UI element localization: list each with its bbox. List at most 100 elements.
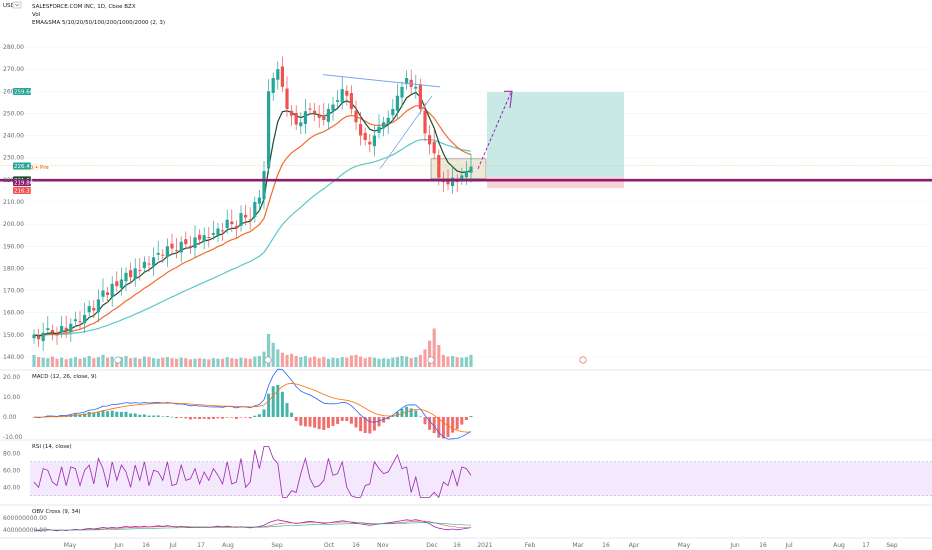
candle-body <box>50 329 54 333</box>
time-tick-label: 2021 <box>477 542 492 549</box>
macd-histogram-bar <box>363 417 367 433</box>
volume-bar <box>280 352 284 367</box>
volume-bar <box>437 345 441 367</box>
volume-bar <box>211 358 215 367</box>
macd-histogram-bar <box>418 416 422 418</box>
volume-bar <box>230 358 234 367</box>
macd-histogram-bar <box>460 417 464 425</box>
macd-histogram-bar <box>87 412 91 417</box>
resistance-trendline[interactable] <box>322 74 441 88</box>
candle-body <box>359 124 363 136</box>
time-tick-label: Jul <box>168 542 177 549</box>
time-tick-label: Jun <box>729 542 740 549</box>
macd-histogram-bar <box>184 417 188 419</box>
volume-bar <box>55 358 59 367</box>
volume-bar <box>368 357 372 367</box>
macd-histogram-bar <box>386 417 390 420</box>
candle-body <box>409 79 413 87</box>
volume-bar <box>248 358 252 367</box>
macd-histogram-bar <box>271 386 275 417</box>
volume-bar <box>317 358 321 367</box>
projection-arrow[interactable] <box>477 92 512 169</box>
candle-body <box>202 235 206 242</box>
candle-body <box>418 84 422 109</box>
macd-histogram-bar <box>78 414 82 417</box>
macd-tick-label: -10.00 <box>3 434 23 441</box>
candle-body <box>257 197 261 204</box>
time-tick-label: Jul <box>784 542 793 549</box>
candle-body <box>46 328 50 330</box>
price-tag-label: 219.86 <box>14 181 34 187</box>
volume-bar <box>455 357 459 367</box>
volume-bar <box>165 357 169 367</box>
candle-body <box>372 135 376 147</box>
macd-histogram-bar <box>115 411 119 417</box>
macd-histogram-bar <box>207 417 211 420</box>
price-tag-label: 259.66 <box>14 90 34 96</box>
macd-histogram-bar <box>368 417 372 434</box>
rising-trendline[interactable] <box>379 95 433 170</box>
price-tag-label: 225.48 • Pre <box>14 165 49 171</box>
volume-bar <box>418 354 422 367</box>
macd-histogram-bar <box>92 412 96 417</box>
macd-histogram-bar <box>230 417 234 418</box>
price-tag <box>13 179 31 187</box>
macd-histogram-bar <box>451 417 455 433</box>
candle-body <box>400 86 404 98</box>
candle-body <box>165 246 169 257</box>
macd-histogram-bar <box>345 417 349 421</box>
candle-body <box>354 110 358 123</box>
macd-histogram-bar <box>96 411 100 417</box>
time-tick-label: Jun <box>113 542 124 549</box>
volume-bar <box>119 357 123 367</box>
macd-histogram-bar <box>423 417 427 425</box>
macd-tick-label: 20.00 <box>3 374 20 381</box>
price-tick-label: 270.00 <box>3 66 24 73</box>
arrow-head-icon <box>504 90 513 108</box>
price-tick-label: 240.00 <box>3 133 24 140</box>
collapse-icon[interactable] <box>12 1 22 9</box>
volume-bar <box>78 358 82 367</box>
macd-histogram-bar <box>262 409 266 417</box>
candles <box>32 56 473 352</box>
candle-body <box>179 241 183 253</box>
macd-tick-label: 10.00 <box>3 394 20 401</box>
candle-body <box>115 281 119 287</box>
time-tick-label: Dec <box>426 542 438 549</box>
candle-body <box>60 326 64 333</box>
candle-body <box>423 110 427 134</box>
macd-histogram-bar <box>165 415 169 417</box>
macd-histogram-bar <box>198 417 202 420</box>
macd-histogram-bar <box>147 415 151 417</box>
volume-bar <box>340 357 344 367</box>
candle-body <box>87 306 91 313</box>
price-tag <box>13 162 31 170</box>
earnings-marker-icon <box>427 356 435 364</box>
candle-body <box>184 239 188 245</box>
macd-histogram-bar <box>313 417 317 428</box>
time-tick-label: Nov <box>377 542 389 549</box>
obv-tick-label: 600000000.00 <box>3 515 47 522</box>
volume-bar <box>239 357 243 367</box>
rsi-tick-label: 80.00 <box>3 450 20 457</box>
macd-histogram-bar <box>133 413 137 417</box>
candle-body <box>377 126 381 133</box>
volume-bar <box>198 358 202 367</box>
time-tick-label: 17 <box>197 542 205 549</box>
volume-bar <box>46 358 50 367</box>
volume-bar <box>322 357 326 367</box>
volume-bar <box>432 328 436 367</box>
candle-body <box>345 90 349 96</box>
obv-panel: 600000000.00 400000000.00 <box>3 515 472 534</box>
volume-bar <box>428 340 432 367</box>
candle-body <box>129 270 133 278</box>
candle-body <box>110 283 114 297</box>
time-tick-label: 16 <box>453 542 461 549</box>
volume-bar <box>32 354 36 367</box>
event-markers[interactable] <box>114 356 587 364</box>
volume-bar <box>152 358 156 367</box>
volume-bar <box>377 358 381 367</box>
macd-histogram-bar <box>138 414 142 417</box>
candle-body <box>382 122 386 129</box>
